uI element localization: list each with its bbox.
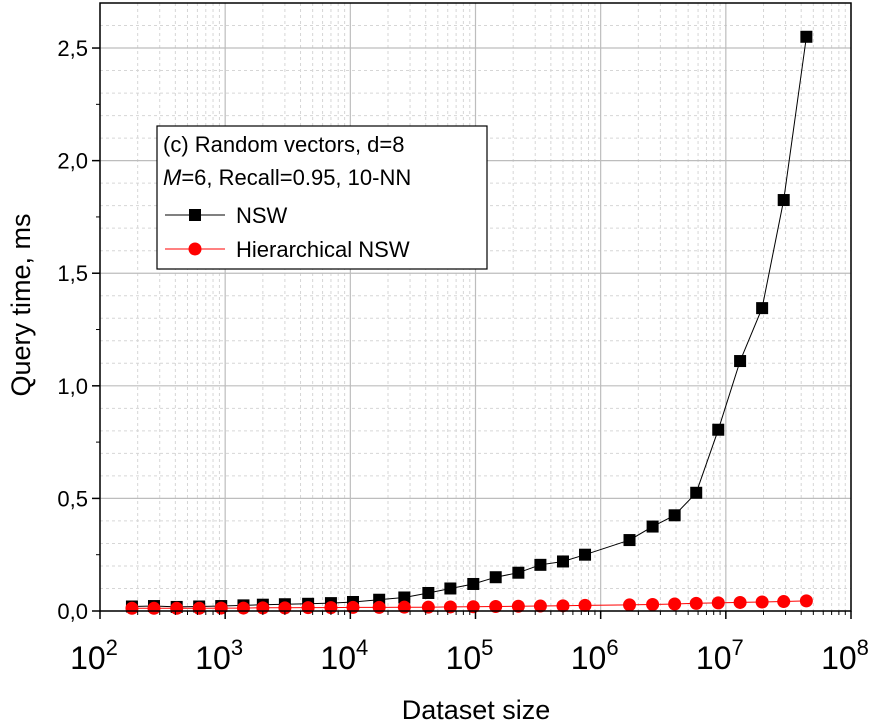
y-tick-label: 1,0 bbox=[57, 374, 88, 399]
legend-hnsw-label: Hierarchical NSW bbox=[236, 237, 410, 262]
hnsw-point bbox=[777, 595, 791, 609]
nsw-point bbox=[690, 486, 703, 499]
hnsw-point bbox=[755, 595, 769, 609]
legend-title-line: (c) Random vectors, d=8 bbox=[163, 132, 404, 157]
hnsw-point bbox=[646, 597, 660, 611]
nsw-point bbox=[512, 566, 525, 579]
hnsw-point bbox=[623, 598, 637, 612]
x-tick-label: 108 bbox=[821, 635, 869, 676]
nsw-point bbox=[734, 355, 747, 368]
x-tick-label: 107 bbox=[696, 635, 744, 676]
nsw-point bbox=[623, 534, 636, 547]
x-tick-label: 103 bbox=[195, 635, 243, 676]
nsw-point bbox=[444, 582, 457, 595]
x-tick-label: 104 bbox=[320, 635, 368, 676]
legend-nsw-marker bbox=[189, 209, 201, 221]
hnsw-point bbox=[346, 600, 360, 614]
legend-box bbox=[156, 125, 488, 270]
hnsw-point bbox=[533, 599, 547, 613]
hnsw-point bbox=[125, 601, 139, 615]
y-tick-label: 0,5 bbox=[57, 486, 88, 511]
legend: (c) Random vectors, d=8 M=6, Recall=0.95,… bbox=[156, 125, 488, 270]
hnsw-point bbox=[466, 600, 480, 614]
x-tick-label: 106 bbox=[571, 635, 619, 676]
hnsw-point bbox=[170, 601, 184, 615]
y-tick-label: 2,0 bbox=[57, 149, 88, 174]
hnsw-point bbox=[799, 594, 813, 608]
nsw-point bbox=[712, 423, 725, 436]
nsw-point bbox=[398, 591, 411, 604]
hnsw-point bbox=[192, 601, 206, 615]
y-tick-labels: 0,0 0,5 1,0 1,5 2,0 2,5 bbox=[57, 36, 88, 624]
nsw-point bbox=[646, 520, 659, 533]
hnsw-point bbox=[689, 596, 703, 610]
x-tick-label: 102 bbox=[70, 635, 118, 676]
nsw-point bbox=[668, 509, 681, 522]
hnsw-point bbox=[556, 599, 570, 613]
hnsw-point bbox=[489, 599, 503, 613]
nsw-point bbox=[467, 577, 480, 590]
legend-nsw-label: NSW bbox=[236, 203, 288, 228]
nsw-point bbox=[777, 194, 790, 207]
series-layer bbox=[125, 30, 813, 615]
y-tick-label: 0,0 bbox=[57, 599, 88, 624]
y-tick-label: 1,5 bbox=[57, 261, 88, 286]
legend-entry-nsw: NSW bbox=[165, 203, 288, 228]
legend-hnsw-marker bbox=[188, 242, 202, 256]
nsw-point bbox=[489, 571, 502, 584]
hnsw-point bbox=[372, 600, 386, 614]
nsw-point bbox=[422, 586, 435, 599]
x-tick-label: 105 bbox=[446, 635, 494, 676]
hnsw-point bbox=[668, 597, 682, 611]
axis-ticks bbox=[92, 47, 852, 619]
legend-title-line: M=6, Recall=0.95, 10-NN bbox=[163, 165, 411, 190]
nsw-point bbox=[579, 548, 592, 561]
nsw-point bbox=[800, 30, 813, 43]
nsw-point bbox=[534, 558, 547, 571]
hnsw-point bbox=[578, 598, 592, 612]
hnsw-point bbox=[147, 601, 161, 615]
hnsw-point bbox=[511, 599, 525, 613]
hnsw-point bbox=[443, 600, 457, 614]
x-axis-title: Dataset size bbox=[402, 695, 551, 722]
hnsw-point bbox=[236, 601, 250, 615]
x-tick-labels: 102 103 104 105 106 107 108 bbox=[70, 635, 869, 676]
hnsw-point bbox=[733, 595, 747, 609]
legend-title: (c) Random vectors, d=8 M=6, Recall=0.95,… bbox=[163, 132, 411, 190]
nsw-point bbox=[556, 555, 569, 568]
y-axis-title: Query time, ms bbox=[6, 213, 36, 396]
y-tick-label: 2,5 bbox=[57, 36, 88, 61]
nsw-point bbox=[756, 302, 769, 315]
legend-entry-hnsw: Hierarchical NSW bbox=[165, 237, 410, 262]
hnsw-point bbox=[711, 596, 725, 610]
